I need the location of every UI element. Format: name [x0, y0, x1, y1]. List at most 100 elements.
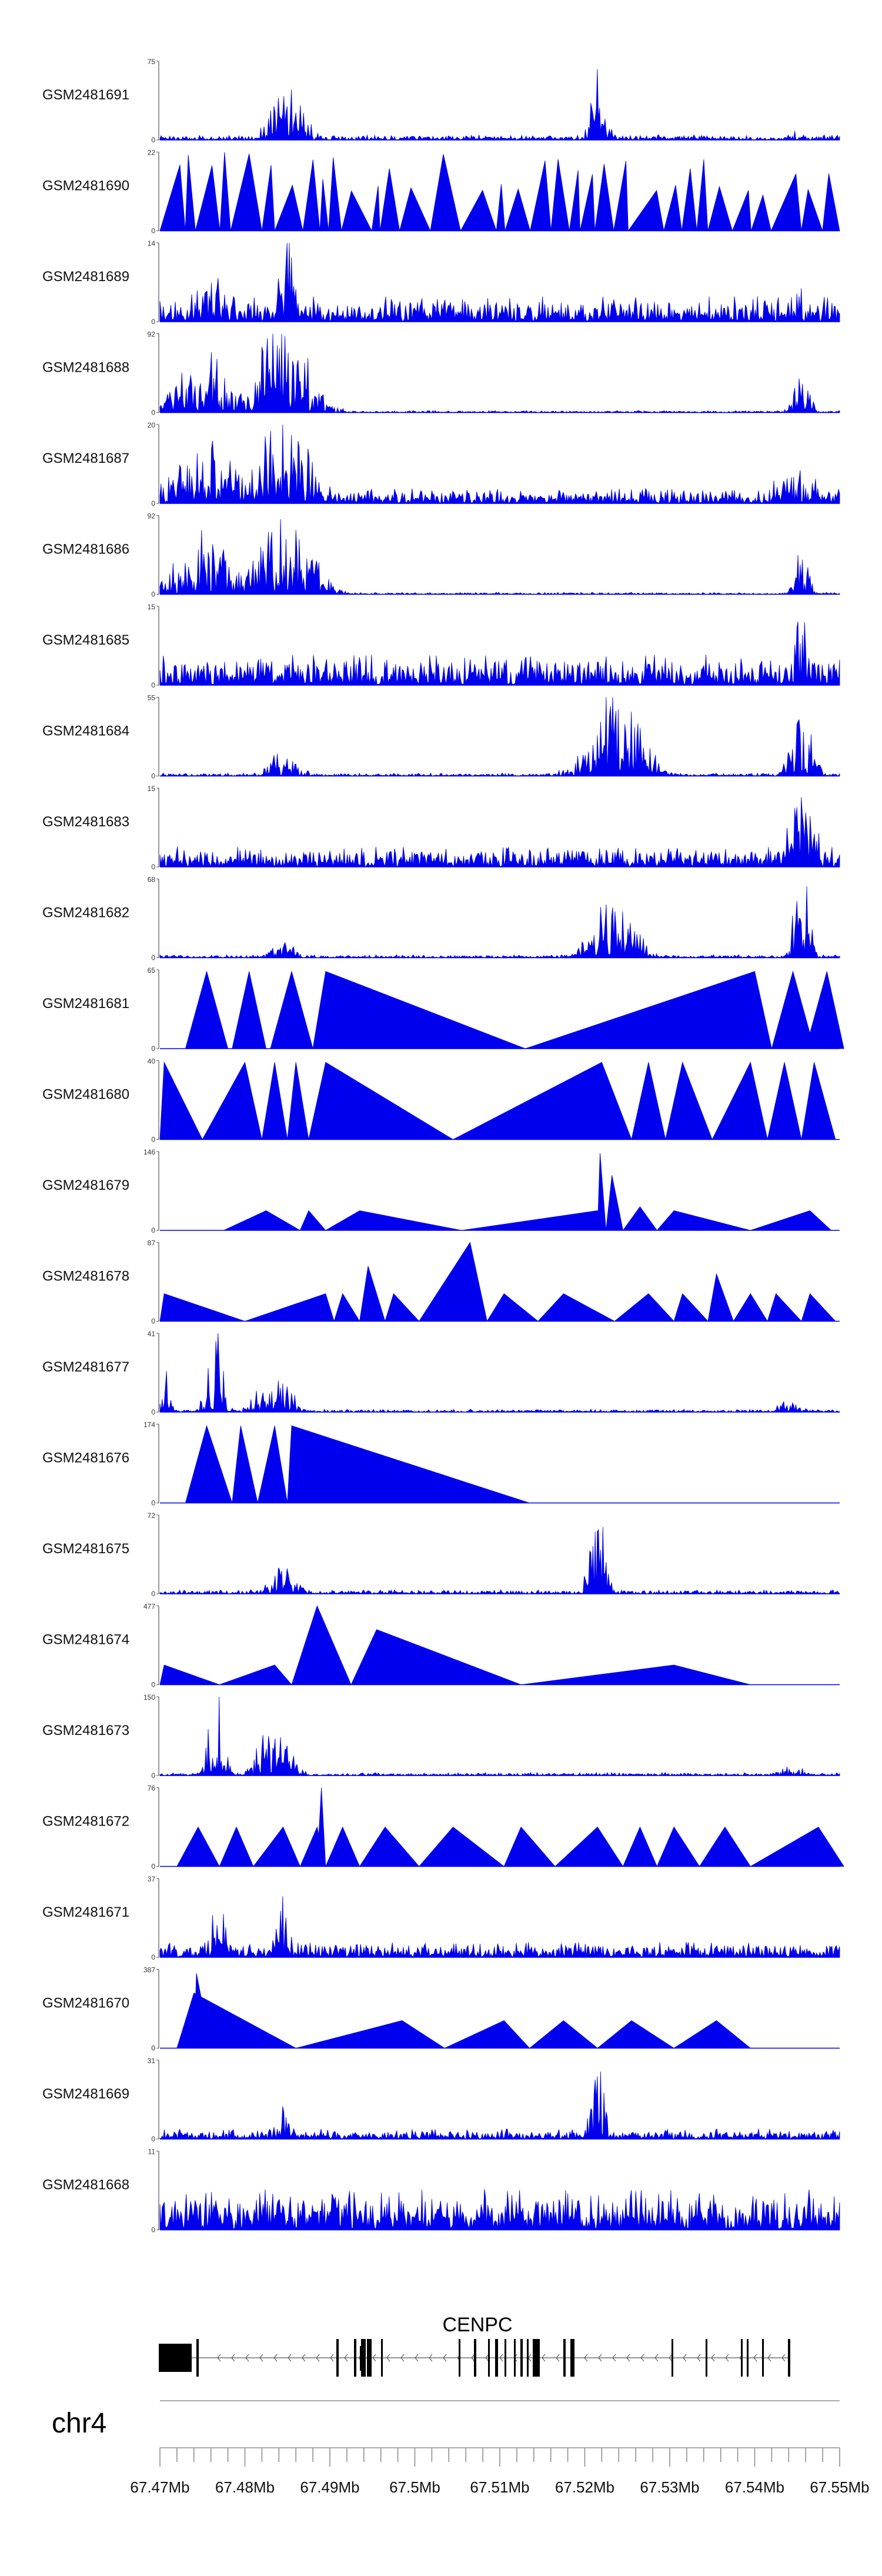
y-max-label: 76 — [148, 1784, 156, 1793]
coverage-area — [176, 1787, 844, 1867]
strand-arrow — [344, 2354, 348, 2362]
track-GSM2481680: GSM2481680 40 0 — [42, 1057, 840, 1144]
strand-arrow — [302, 2354, 306, 2362]
track-label: GSM2481676 — [42, 1450, 129, 1466]
track-GSM2481669: GSM2481669 31 0 — [42, 2057, 840, 2143]
strand-arrow — [231, 2354, 235, 2362]
y-zero-label: 0 — [151, 1045, 155, 1053]
y-zero-label: 0 — [151, 1953, 155, 1961]
strand-arrow — [372, 2354, 376, 2362]
y-max-label: 146 — [143, 1148, 155, 1156]
y-zero-label: 0 — [151, 499, 155, 508]
gene-exon — [336, 2339, 339, 2377]
coverage-area — [159, 242, 840, 322]
data-tracks: GSM2481691750GSM2481690220GSM2481689140G… — [42, 58, 844, 2234]
strand-arrow — [669, 2354, 673, 2362]
genome-axis-track: chr4 67.47Mb 67.48Mb 67.49Mb 67.5Mb 67.51Mb 6… — [52, 2400, 870, 2496]
y-max-label: 75 — [148, 58, 156, 66]
y-zero-label: 0 — [151, 863, 155, 871]
coverage-area — [159, 2188, 840, 2230]
strand-arrow — [753, 2354, 757, 2362]
y-zero-label: 0 — [151, 772, 155, 780]
coverage-area — [159, 1242, 836, 1322]
gene-name-label: CENPC — [442, 2314, 512, 2336]
track-GSM2481684: GSM2481684 55 0 — [42, 694, 840, 780]
strand-arrow — [217, 2354, 221, 2362]
gene-exon — [505, 2339, 506, 2377]
gene-exon — [671, 2339, 673, 2377]
gene-exon — [747, 2339, 749, 2377]
x-tick-label: 67.53Mb — [640, 2478, 699, 2496]
gene-exon — [459, 2339, 460, 2377]
gene-exon — [159, 2344, 192, 2372]
strand-arrow — [471, 2354, 475, 2362]
gene-exon — [381, 2339, 383, 2377]
strand-arrow — [273, 2354, 278, 2362]
y-max-label: 22 — [148, 149, 156, 157]
strand-arrow — [654, 2354, 659, 2362]
y-max-label: 65 — [148, 966, 156, 975]
y-zero-label: 0 — [151, 1863, 155, 1871]
coverage-area — [223, 1153, 832, 1231]
gene-exon — [741, 2339, 743, 2377]
track-GSM2481683: GSM2481683 15 0 — [42, 785, 840, 871]
y-zero-label: 0 — [151, 2226, 155, 2234]
y-zero-label: 0 — [151, 2135, 155, 2143]
strand-arrow — [386, 2354, 390, 2362]
track-label: GSM2481674 — [42, 1632, 129, 1648]
coverage-area — [159, 886, 840, 959]
gene-exon — [196, 2339, 199, 2377]
track-GSM2481675: GSM2481675 72 0 — [42, 1511, 840, 1598]
coverage-area — [159, 697, 840, 777]
coverage-area — [159, 1333, 840, 1413]
y-max-label: 40 — [148, 1057, 156, 1066]
track-label: GSM2481688 — [42, 360, 129, 376]
x-tick-label: 67.49Mb — [300, 2478, 359, 2496]
y-max-label: 68 — [148, 876, 156, 884]
track-GSM2481685: GSM2481685 15 0 — [42, 603, 840, 689]
y-max-label: 41 — [148, 1330, 156, 1338]
y-zero-label: 0 — [151, 227, 155, 235]
y-max-label: 92 — [148, 512, 156, 520]
coverage-area — [159, 1061, 836, 1140]
x-tick-label: 67.5Mb — [389, 2478, 440, 2496]
track-GSM2481687: GSM2481687 20 0 — [42, 421, 840, 508]
track-label: GSM2481678 — [42, 1269, 129, 1284]
gene-exon — [367, 2339, 372, 2377]
y-max-label: 150 — [143, 1693, 155, 1701]
coverage-area — [159, 622, 840, 686]
coverage-area — [159, 1527, 840, 1595]
track-GSM2481677: GSM2481677 41 0 — [42, 1330, 840, 1416]
y-max-label: 72 — [148, 1511, 156, 1520]
strand-arrow — [330, 2354, 334, 2362]
coverage-area — [159, 152, 840, 231]
coverage-area — [185, 1424, 530, 1503]
strand-arrow — [245, 2354, 249, 2362]
y-max-label: 55 — [148, 694, 156, 702]
x-tick-label: 67.52Mb — [555, 2478, 614, 2496]
strand-arrow — [316, 2354, 320, 2362]
track-label: GSM2481671 — [42, 1904, 129, 1920]
y-zero-label: 0 — [151, 1590, 155, 1598]
track-label: GSM2481686 — [42, 542, 129, 558]
coverage-area — [185, 970, 844, 1049]
gene-exon — [762, 2339, 764, 2377]
y-max-label: 387 — [143, 1966, 155, 1974]
track-label: GSM2481672 — [42, 1814, 129, 1830]
coverage-area — [159, 2071, 840, 2140]
gene-exon — [474, 2339, 476, 2377]
x-tick-label: 67.54Mb — [725, 2478, 784, 2496]
track-label: GSM2481675 — [42, 1541, 129, 1557]
track-GSM2481691: GSM2481691 75 0 — [42, 58, 840, 144]
gene-model-track: CENPC — [159, 2314, 790, 2377]
strand-arrow — [485, 2354, 489, 2362]
coverage-area — [176, 1973, 751, 2048]
track-label: GSM2481691 — [42, 87, 129, 103]
gene-exon — [520, 2339, 523, 2377]
coverage-area — [159, 1605, 751, 1685]
y-zero-label: 0 — [151, 136, 155, 144]
x-tick-label: 67.47Mb — [130, 2478, 189, 2496]
track-GSM2481689: GSM2481689 14 0 — [42, 239, 840, 326]
y-zero-label: 0 — [151, 1226, 155, 1234]
